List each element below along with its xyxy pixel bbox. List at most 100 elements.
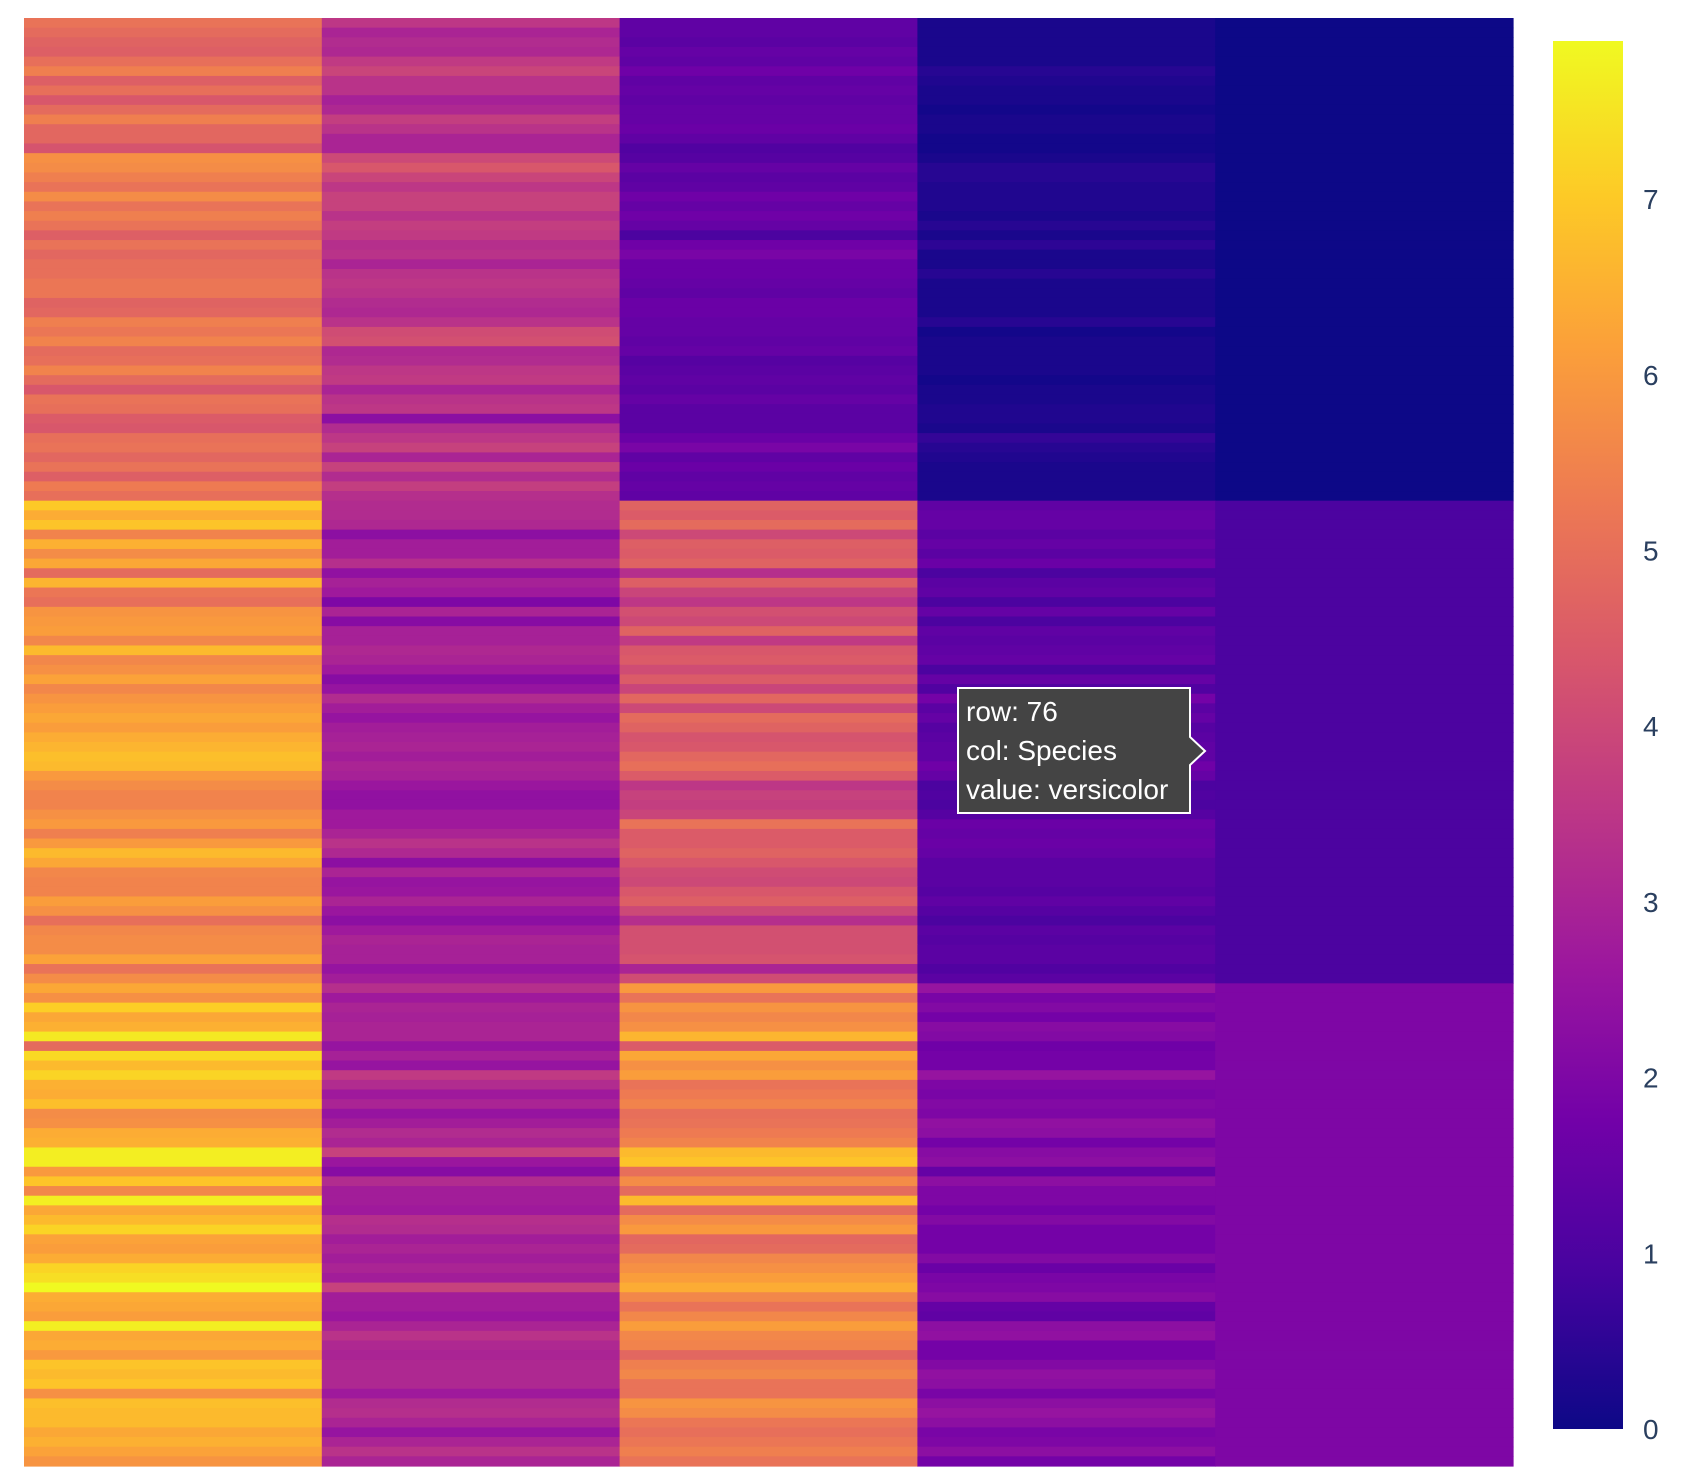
heatmap-cell[interactable] xyxy=(24,838,323,849)
heatmap-cell[interactable] xyxy=(917,1311,1216,1322)
heatmap-cell[interactable] xyxy=(917,848,1216,859)
heatmap-cell[interactable] xyxy=(619,114,918,125)
heatmap-cell[interactable] xyxy=(321,568,621,579)
heatmap-cell[interactable] xyxy=(24,249,323,260)
heatmap-cell[interactable] xyxy=(1215,172,1514,183)
heatmap-cell[interactable] xyxy=(917,577,1216,589)
heatmap-cell[interactable] xyxy=(917,104,1216,116)
heatmap-cell[interactable] xyxy=(1215,249,1514,260)
heatmap-cell[interactable] xyxy=(917,365,1216,376)
heatmap-cell[interactable] xyxy=(917,1224,1216,1235)
heatmap-cell[interactable] xyxy=(917,336,1216,347)
heatmap-cell[interactable] xyxy=(917,674,1216,685)
heatmap-cell[interactable] xyxy=(1215,85,1514,96)
heatmap-cell[interactable] xyxy=(917,568,1216,579)
heatmap-cell[interactable] xyxy=(24,317,323,328)
heatmap-cell[interactable] xyxy=(1215,1369,1514,1380)
heatmap-cell[interactable] xyxy=(24,95,323,106)
heatmap-cell[interactable] xyxy=(321,645,621,656)
heatmap-cell[interactable] xyxy=(619,1205,918,1216)
heatmap-cell[interactable] xyxy=(917,1166,1216,1177)
heatmap-cell[interactable] xyxy=(619,1041,918,1052)
heatmap-cell[interactable] xyxy=(619,539,918,550)
heatmap-cell[interactable] xyxy=(917,1330,1216,1342)
heatmap-cell[interactable] xyxy=(321,1330,621,1342)
heatmap-cell[interactable] xyxy=(1215,606,1514,618)
heatmap-cell[interactable] xyxy=(24,1099,323,1110)
heatmap-cell[interactable] xyxy=(917,1041,1216,1052)
heatmap-cell[interactable] xyxy=(619,481,918,492)
heatmap-cell[interactable] xyxy=(321,394,621,405)
heatmap-cell[interactable] xyxy=(1215,211,1514,222)
heatmap-cell[interactable] xyxy=(917,491,1216,502)
heatmap-cell[interactable] xyxy=(619,722,918,733)
heatmap-cell[interactable] xyxy=(24,867,323,878)
heatmap-cell[interactable] xyxy=(619,1157,918,1168)
heatmap-cell[interactable] xyxy=(619,1224,918,1235)
heatmap-cell[interactable] xyxy=(321,529,621,540)
heatmap-cell[interactable] xyxy=(917,935,1216,946)
heatmap-cell[interactable] xyxy=(1215,95,1514,106)
heatmap-cell[interactable] xyxy=(917,1263,1216,1274)
heatmap-cell[interactable] xyxy=(917,56,1216,67)
heatmap-cell[interactable] xyxy=(24,1089,323,1100)
heatmap-cell[interactable] xyxy=(24,162,323,174)
heatmap-cell[interactable] xyxy=(1215,413,1514,425)
heatmap-cell[interactable] xyxy=(619,973,918,984)
heatmap-cell[interactable] xyxy=(619,404,918,415)
heatmap-cell[interactable] xyxy=(1215,1021,1514,1033)
heatmap-cell[interactable] xyxy=(24,182,323,193)
heatmap-cell[interactable] xyxy=(1215,307,1514,318)
heatmap-cell[interactable] xyxy=(24,1408,323,1419)
heatmap-cell[interactable] xyxy=(24,413,323,425)
heatmap-cell[interactable] xyxy=(321,220,621,231)
heatmap-cell[interactable] xyxy=(24,85,323,96)
heatmap-cell[interactable] xyxy=(24,616,323,627)
heatmap-cell[interactable] xyxy=(1215,799,1514,811)
heatmap-cell[interactable] xyxy=(24,925,323,936)
heatmap-cell[interactable] xyxy=(917,1456,1216,1467)
heatmap-cell[interactable] xyxy=(917,75,1216,87)
heatmap-cell[interactable] xyxy=(619,819,918,830)
heatmap-cell[interactable] xyxy=(917,413,1216,425)
heatmap-cell[interactable] xyxy=(24,297,323,309)
heatmap-cell[interactable] xyxy=(321,1282,621,1293)
heatmap-cell[interactable] xyxy=(619,606,918,618)
heatmap-cell[interactable] xyxy=(917,1388,1216,1400)
heatmap-cell[interactable] xyxy=(24,404,323,415)
heatmap-cell[interactable] xyxy=(1215,75,1514,87)
heatmap-cell[interactable] xyxy=(24,973,323,984)
heatmap-cell[interactable] xyxy=(917,1157,1216,1168)
heatmap-cell[interactable] xyxy=(619,1263,918,1274)
heatmap-cell[interactable] xyxy=(321,558,621,569)
heatmap-cell[interactable] xyxy=(1215,230,1514,241)
heatmap-cell[interactable] xyxy=(917,1070,1216,1081)
heatmap-cell[interactable] xyxy=(321,1128,621,1139)
heatmap-cell[interactable] xyxy=(24,37,323,48)
heatmap-cell[interactable] xyxy=(1215,828,1514,840)
heatmap-cell[interactable] xyxy=(24,548,323,560)
heatmap-cell[interactable] xyxy=(619,104,918,116)
heatmap-cell[interactable] xyxy=(24,481,323,492)
heatmap-cell[interactable] xyxy=(321,877,621,888)
heatmap-cell[interactable] xyxy=(24,384,323,396)
heatmap-cell[interactable] xyxy=(24,471,323,482)
heatmap-cell[interactable] xyxy=(619,297,918,309)
heatmap-cell[interactable] xyxy=(24,1060,323,1071)
heatmap-cell[interactable] xyxy=(619,809,918,820)
heatmap-cell[interactable] xyxy=(619,655,918,666)
heatmap-cell[interactable] xyxy=(619,828,918,840)
heatmap-cell[interactable] xyxy=(1215,838,1514,849)
heatmap-cell[interactable] xyxy=(321,500,621,511)
heatmap-cell[interactable] xyxy=(619,1350,918,1361)
heatmap-cell[interactable] xyxy=(321,510,621,521)
heatmap-cell[interactable] xyxy=(24,510,323,521)
heatmap-cell[interactable] xyxy=(619,703,918,714)
heatmap-cell[interactable] xyxy=(917,616,1216,627)
heatmap-cell[interactable] xyxy=(619,471,918,482)
heatmap-cell[interactable] xyxy=(24,645,323,656)
heatmap-cell[interactable] xyxy=(24,519,323,531)
heatmap-cell[interactable] xyxy=(24,259,323,270)
heatmap-cell[interactable] xyxy=(619,278,918,289)
heatmap-cell[interactable] xyxy=(1215,1263,1514,1274)
